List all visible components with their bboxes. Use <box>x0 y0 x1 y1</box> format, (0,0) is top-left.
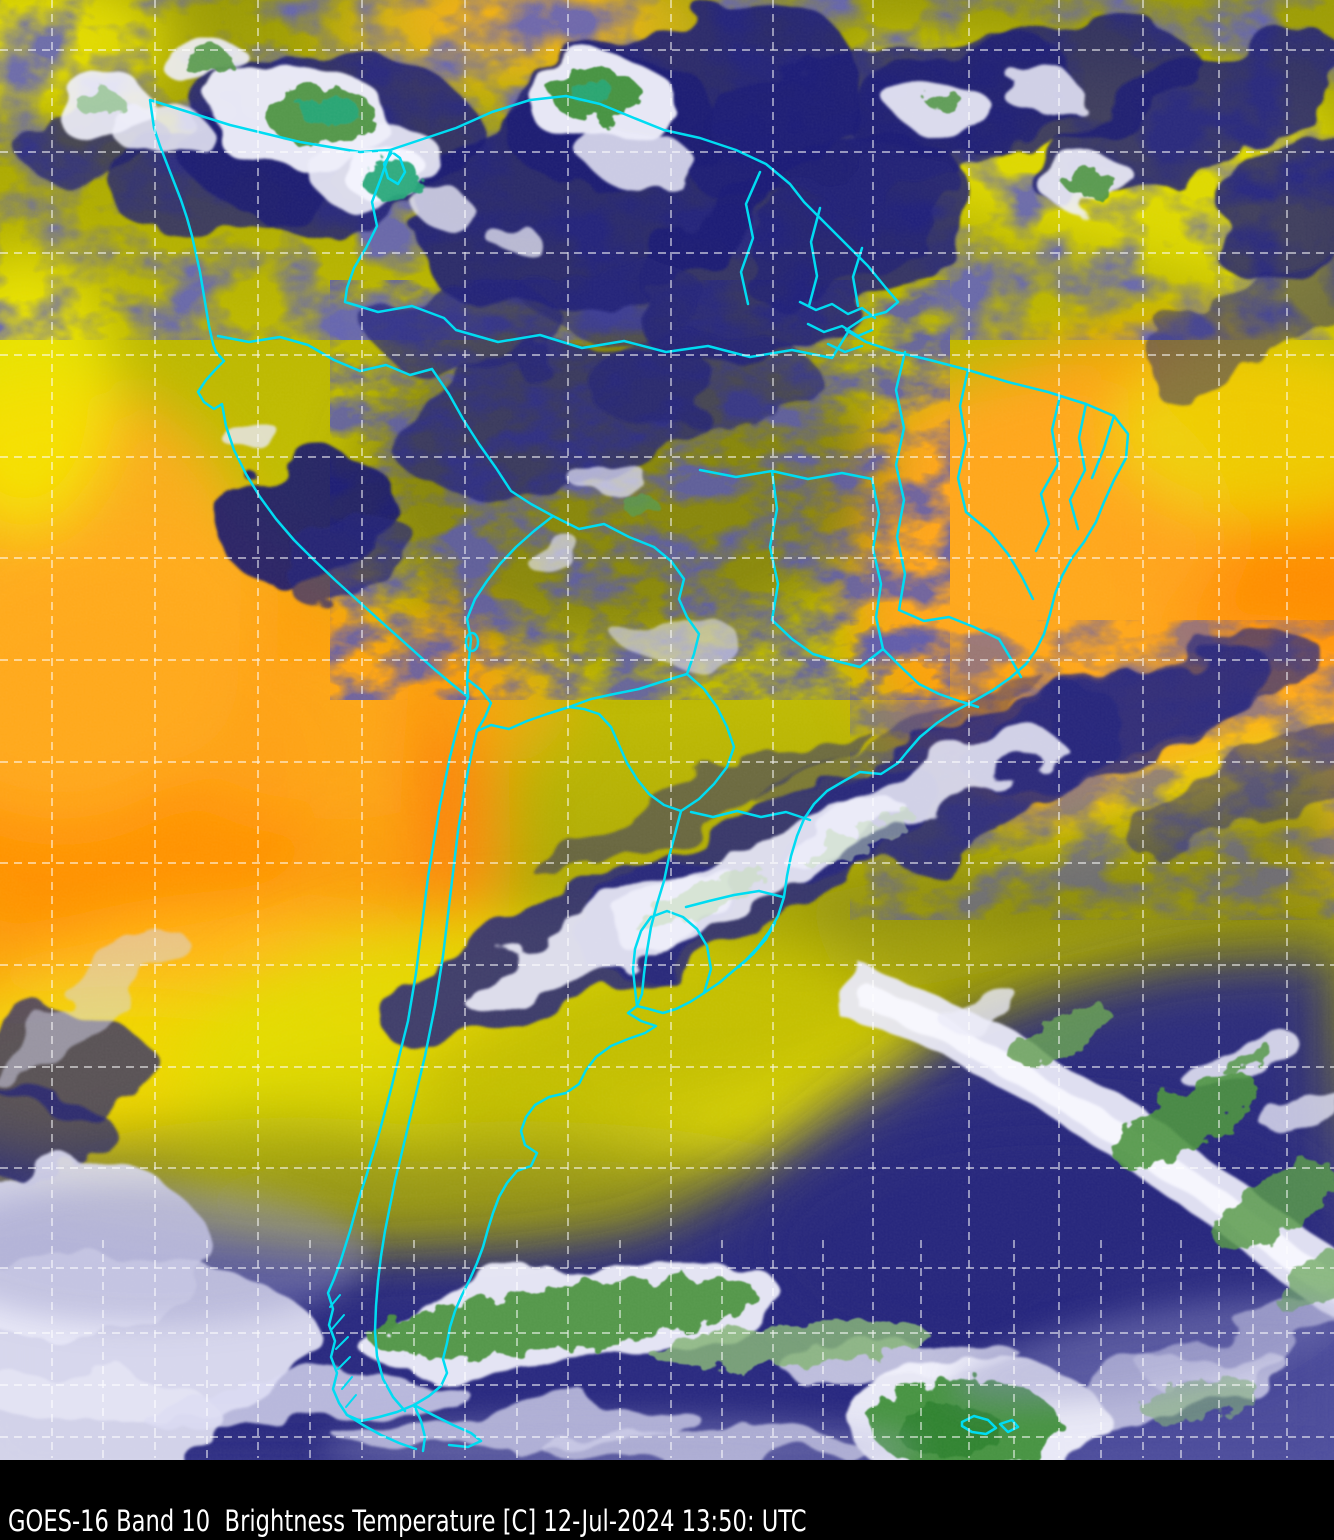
satellite-image <box>0 0 1334 1460</box>
noise-overlay <box>0 0 1334 1460</box>
falklands-outline <box>960 1414 1020 1436</box>
satellite-map <box>0 0 1334 1460</box>
amazon-river-delta <box>798 300 877 354</box>
caption-text: GOES-16 Band 10 Brightness Temperature [… <box>8 1504 807 1539</box>
caption-bar: GOES-16 Band 10 Brightness Temperature [… <box>0 1460 1334 1540</box>
internal-borders <box>216 150 1116 1453</box>
chile-channels <box>329 1294 357 1408</box>
lake-maracaibo-outline <box>382 150 407 186</box>
country-borders <box>148 94 1130 1453</box>
lake-titicaca-outline <box>464 631 480 653</box>
south-america-coastline <box>148 94 1130 1423</box>
grid-meridians <box>51 0 1288 1458</box>
latlon-grid <box>0 0 1334 1458</box>
